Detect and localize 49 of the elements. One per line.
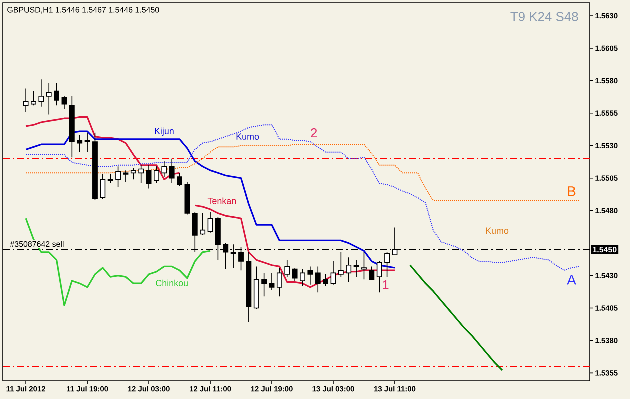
candlestick	[46, 83, 52, 116]
annotation: 1	[383, 280, 389, 290]
candlestick	[177, 172, 182, 187]
candlestick	[169, 158, 175, 184]
series-label: Tenkan	[208, 198, 236, 204]
candlestick	[123, 170, 129, 183]
candlestick	[300, 268, 306, 287]
candlestick	[23, 88, 29, 113]
series-label: Kijun	[155, 128, 174, 136]
candlestick	[254, 266, 260, 310]
candlestick	[384, 252, 390, 278]
candlestick	[376, 261, 382, 294]
line-series	[410, 264, 504, 372]
candlestick	[100, 174, 106, 200]
candlestick	[146, 164, 152, 190]
candlestick	[323, 274, 329, 287]
candlestick	[62, 96, 68, 110]
candlestick	[38, 79, 44, 108]
candlestick	[292, 268, 298, 282]
candlestick	[92, 132, 98, 201]
candlestick	[346, 257, 352, 283]
candlestick	[54, 83, 60, 106]
candlestick	[269, 272, 275, 290]
candlestick	[369, 266, 375, 280]
annotation: Kumo	[236, 134, 260, 140]
candlestick	[77, 135, 83, 153]
candlestick	[315, 266, 321, 294]
candlestick	[69, 96, 75, 158]
candlestick	[208, 212, 214, 234]
candlestick	[108, 174, 114, 184]
candlestick	[130, 168, 136, 180]
annotation: 2	[311, 128, 318, 138]
candlestick	[246, 252, 252, 323]
candlestick	[162, 161, 168, 178]
candlestick	[154, 166, 160, 184]
candlestick	[354, 260, 360, 278]
candlestick	[116, 166, 121, 188]
candlestick	[308, 266, 314, 286]
series-label: B	[568, 186, 576, 196]
candlestick	[338, 252, 344, 278]
candlestick	[184, 182, 190, 216]
annotation: Kumo	[486, 228, 509, 234]
candlestick	[330, 261, 336, 286]
candlestick	[84, 132, 90, 153]
series-label: Chinkou	[156, 280, 188, 286]
series-label: A	[567, 275, 576, 285]
candlestick	[284, 260, 290, 278]
candlestick	[276, 268, 282, 297]
text: T9 K24 S48	[510, 12, 578, 22]
